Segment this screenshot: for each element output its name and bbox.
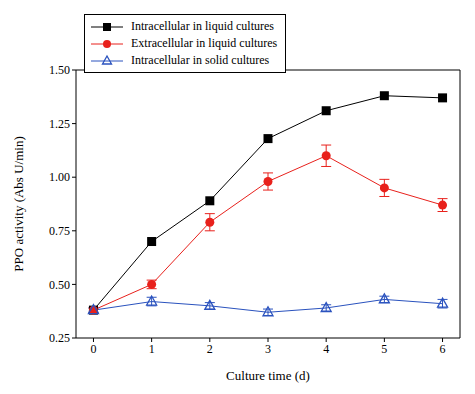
svg-text:0.75: 0.75	[49, 224, 70, 238]
svg-text:0: 0	[90, 342, 96, 356]
svg-text:1.25: 1.25	[49, 117, 70, 131]
html-text:Intracellular in solid culture: Intracellular in solid cultures	[131, 53, 270, 67]
svg-text:PPO activity (Abs U/min): PPO activity (Abs U/min)	[11, 136, 26, 271]
svg-text:1: 1	[149, 342, 155, 356]
svg-text:Culture time (d): Culture time (d)	[226, 368, 310, 383]
svg-text:2: 2	[207, 342, 213, 356]
html-text:Extracellular in liquid cultur: Extracellular in liquid cultures	[131, 36, 278, 50]
svg-text:5: 5	[381, 342, 387, 356]
svg-text:0.25: 0.25	[49, 331, 70, 345]
svg-text:0.50: 0.50	[49, 278, 70, 292]
svg-text:1.50: 1.50	[49, 63, 70, 77]
svg-text:1.00: 1.00	[49, 170, 70, 184]
html-text:Intracellular in liquid cultur: Intracellular in liquid cultures	[131, 19, 274, 33]
svg-text:4: 4	[323, 342, 329, 356]
svg-text:3: 3	[265, 342, 271, 356]
svg-text:6: 6	[440, 342, 446, 356]
